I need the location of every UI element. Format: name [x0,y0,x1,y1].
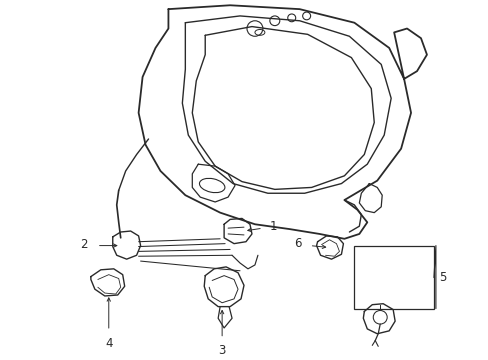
Text: 6: 6 [294,237,301,250]
Text: 4: 4 [105,337,112,350]
Text: 5: 5 [438,271,446,284]
Text: 2: 2 [80,238,88,251]
Text: 3: 3 [218,345,225,357]
Text: 1: 1 [269,220,277,233]
Bar [354,246,433,309]
